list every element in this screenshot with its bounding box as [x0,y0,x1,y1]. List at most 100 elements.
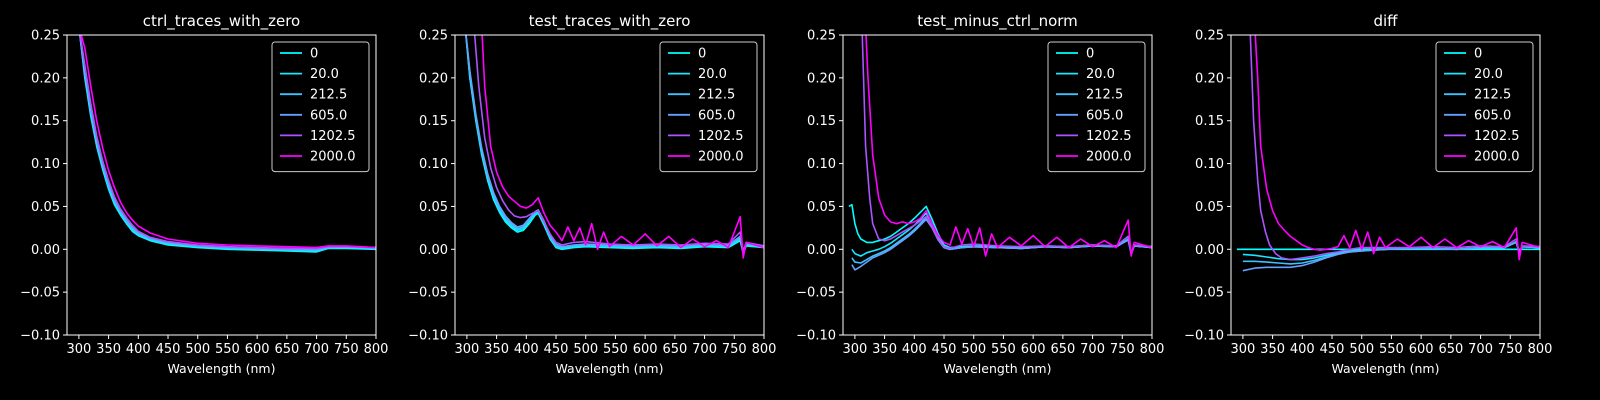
x-tick-label: 300 [1230,342,1255,357]
x-tick-label: 300 [66,342,91,357]
legend-label: 1202.5 [1086,129,1132,144]
series-group [1236,35,1540,272]
legend-label: 2000.0 [310,150,356,165]
y-tick-label: 0.05 [31,200,60,215]
x-tick-label: 800 [1528,342,1553,357]
series-line-1202.5 [473,35,764,254]
series-line-605.0 [1242,240,1540,272]
series-group [848,35,1152,271]
y-tick-label: 0.05 [1195,200,1224,215]
subplot-1: 300 350 400 450 500 550 600 650 700 750 800 −0.10 −0… [20,12,388,376]
chart-title: test_traces_with_zero [529,12,691,31]
axes-frame [842,34,1153,336]
x-tick-label: 700 [1468,342,1493,357]
chart-title: test_minus_ctrl_norm [917,12,1078,31]
y-tick-label: 0.10 [31,157,60,172]
legend: 0 20.0 212.5 605.0 1202.5 2000.0 [659,41,758,173]
x-tick-label: 350 [872,342,897,357]
x-tick-label: 800 [364,342,389,357]
series-line-1202.5 [861,35,1152,255]
y-tick-label: 0.20 [807,71,836,86]
axes-frame [454,34,765,336]
x-tick-label: 350 [484,342,509,357]
legend: 0 20.0 212.5 605.0 1202.5 2000.0 [271,41,370,173]
legend-label: 20.0 [310,67,339,82]
x-tick-label: 650 [1438,342,1463,357]
x-tick-label: 500 [961,342,986,357]
legend-label: 605.0 [310,108,347,123]
x-tick-label: 450 [156,342,181,357]
subplot-2: 300 350 400 450 500 550 600 650 700 750 800 −0.10 −0… [408,12,776,376]
x-tick-label: 500 [1349,342,1374,357]
x-axis-label: Wavelength (nm) [168,361,276,376]
x-tick-label: 750 [334,342,359,357]
legend-label: 2000.0 [1474,150,1520,165]
series-line-2000.0 [865,35,1152,257]
x-tick-label: 400 [902,342,927,357]
y-tick-label: −0.05 [20,286,60,301]
legend-label: 0 [1086,47,1094,62]
legend-label: 212.5 [698,88,735,103]
legend-label: 20.0 [1086,67,1115,82]
legend: 0 20.0 212.5 605.0 1202.5 2000.0 [1047,41,1146,173]
legend-label: 1202.5 [310,129,356,144]
x-tick-label: 650 [1050,342,1075,357]
x-tick-label: 600 [1021,342,1046,357]
legend-label: 605.0 [698,108,735,123]
y-tick-label: 0.20 [1195,71,1224,86]
x-tick-label: 450 [1320,342,1345,357]
x-tick-label: 750 [1498,342,1523,357]
legend-label: 20.0 [1474,67,1503,82]
legend-label: 2000.0 [698,150,744,165]
x-tick-label: 550 [215,342,240,357]
y-tick-label: −0.10 [1184,329,1224,344]
axes-frame [1230,34,1541,336]
y-tick-label: 0.00 [807,243,836,258]
x-tick-label: 800 [752,342,777,357]
legend-label: 0 [1474,47,1482,62]
x-tick-label: 550 [603,342,628,357]
x-tick-label: 650 [662,342,687,357]
x-tick-label: 550 [1379,342,1404,357]
y-tick-label: 0.10 [419,157,448,172]
x-tick-label: 600 [1409,342,1434,357]
x-tick-label: 700 [692,342,717,357]
y-tick-label: 0.25 [807,29,836,44]
y-tick-label: 0.20 [419,71,448,86]
subplot-3: 300 350 400 450 500 550 600 650 700 750 800 −0.10 −0… [796,12,1164,376]
x-tick-label: 650 [274,342,299,357]
y-tick-label: −0.05 [796,286,836,301]
y-tick-label: 0.25 [31,29,60,44]
y-tick-label: 0.15 [807,114,836,129]
x-tick-label: 300 [842,342,867,357]
x-axis-label: Wavelength (nm) [1332,361,1440,376]
y-tick-label: 0.00 [31,243,60,258]
chart-title: ctrl_traces_with_zero [143,12,300,31]
y-tick-label: 0.05 [419,200,448,215]
series-line-2000.0 [1254,35,1540,261]
x-tick-label: 600 [633,342,658,357]
y-tick-label: 0.05 [807,200,836,215]
y-tick-label: −0.10 [796,329,836,344]
x-tick-label: 400 [126,342,151,357]
legend-label: 2000.0 [1086,150,1132,165]
legend-label: 20.0 [698,67,727,82]
legend-label: 212.5 [310,88,347,103]
x-tick-label: 300 [454,342,479,357]
chart-title: diff [1373,12,1398,30]
x-tick-label: 400 [1290,342,1315,357]
y-tick-label: 0.15 [1195,114,1224,129]
x-tick-label: 750 [1110,342,1135,357]
x-tick-label: 700 [304,342,329,357]
legend-label: 605.0 [1086,108,1123,123]
series-line-2000.0 [80,35,376,249]
x-tick-label: 750 [722,342,747,357]
y-tick-label: −0.05 [408,286,448,301]
y-tick-label: −0.10 [20,329,60,344]
y-tick-label: 0.25 [1195,29,1224,44]
legend-label: 1202.5 [698,129,744,144]
x-tick-label: 700 [1080,342,1105,357]
x-axis-label: Wavelength (nm) [556,361,664,376]
legend-label: 605.0 [1474,108,1511,123]
